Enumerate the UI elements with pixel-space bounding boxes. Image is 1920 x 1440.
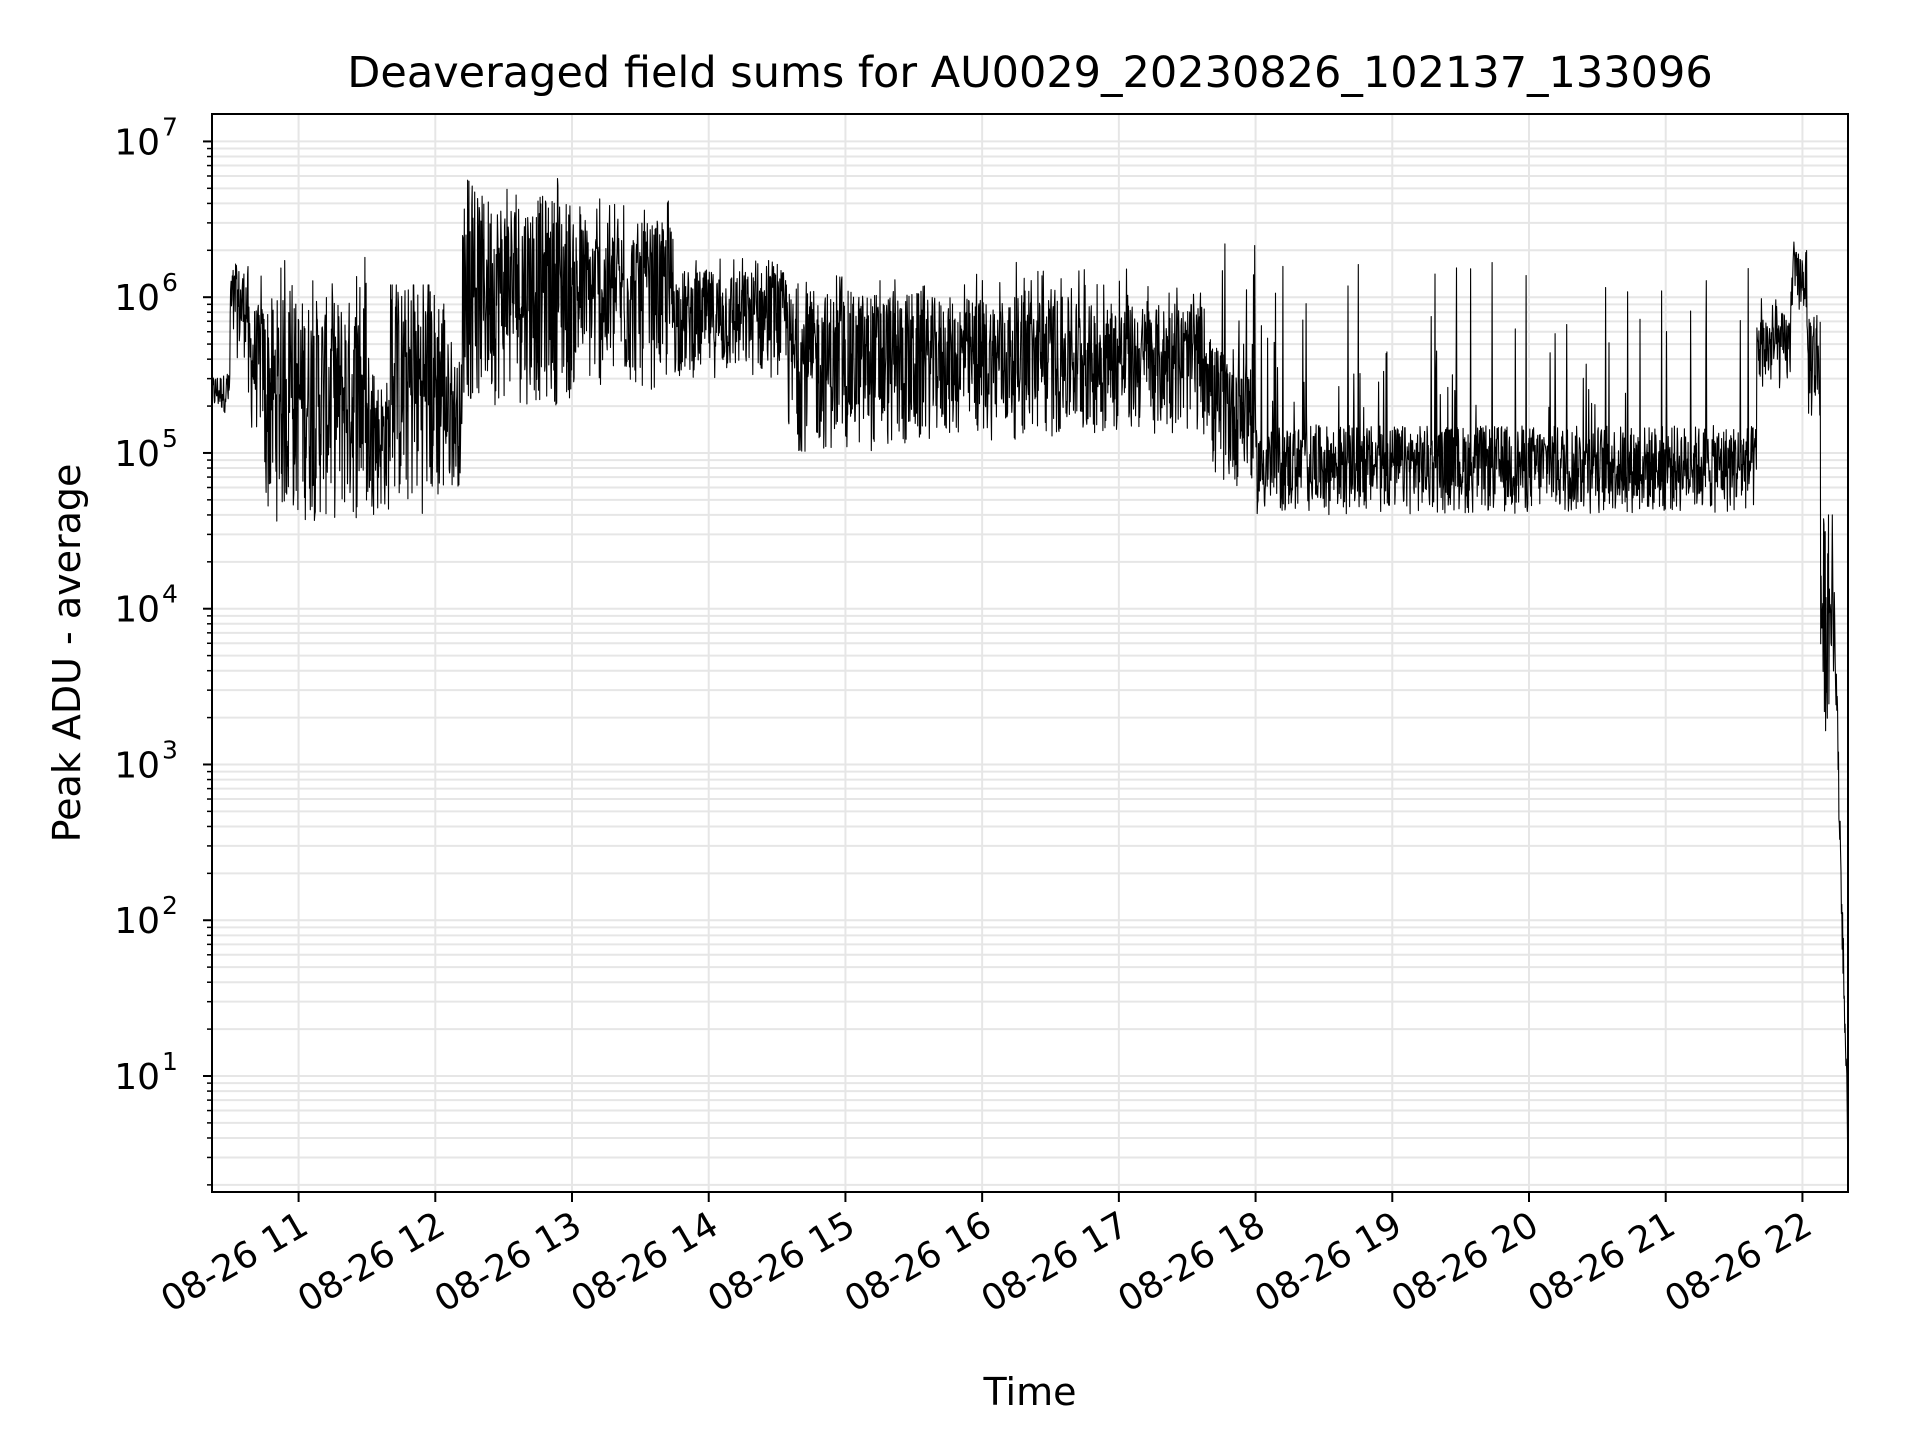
y-tick-label: 10 bbox=[114, 745, 160, 786]
y-tick-exponent: 2 bbox=[162, 891, 178, 920]
y-tick-label: 10 bbox=[114, 278, 160, 319]
x-axis-label: Time bbox=[983, 1370, 1077, 1414]
chart-title: Deaveraged field sums for AU0029_2023082… bbox=[347, 48, 1712, 98]
y-tick-label: 10 bbox=[114, 590, 160, 631]
series-line bbox=[211, 177, 1849, 1148]
x-tick-label: 08-26 22 bbox=[1658, 1204, 1819, 1320]
plot-frame bbox=[211, 113, 1849, 1193]
y-tick-exponent: 4 bbox=[162, 580, 178, 609]
grid bbox=[212, 114, 1848, 1192]
y-tick-label: 10 bbox=[114, 1057, 160, 1098]
x-tick-label: 08-26 19 bbox=[1248, 1204, 1409, 1320]
x-tick-label: 08-26 15 bbox=[701, 1204, 862, 1320]
y-tick-exponent: 5 bbox=[162, 424, 178, 453]
x-tick-label: 08-26 12 bbox=[291, 1204, 452, 1320]
x-tick-label: 08-26 17 bbox=[975, 1204, 1136, 1320]
x-tick-label: 08-26 18 bbox=[1111, 1204, 1272, 1320]
y-tick-exponent: 6 bbox=[162, 268, 178, 297]
y-tick-exponent: 1 bbox=[162, 1047, 178, 1076]
x-tick-label: 08-26 11 bbox=[154, 1204, 315, 1320]
y-tick-label: 10 bbox=[114, 122, 160, 163]
y-tick-exponent: 3 bbox=[162, 735, 178, 764]
series-line-group bbox=[211, 177, 1849, 1148]
y-tick-exponent: 7 bbox=[162, 112, 178, 141]
y-tick-label: 10 bbox=[114, 434, 160, 475]
y-axis-label: Peak ADU - average bbox=[45, 464, 89, 843]
x-tick-label: 08-26 13 bbox=[428, 1204, 589, 1320]
y-tick-label: 10 bbox=[114, 901, 160, 942]
x-tick-label: 08-26 14 bbox=[565, 1204, 726, 1320]
x-tick-label: 08-26 21 bbox=[1522, 1204, 1683, 1320]
x-tick-label: 08-26 20 bbox=[1385, 1204, 1546, 1320]
x-tick-label: 08-26 16 bbox=[838, 1204, 999, 1320]
